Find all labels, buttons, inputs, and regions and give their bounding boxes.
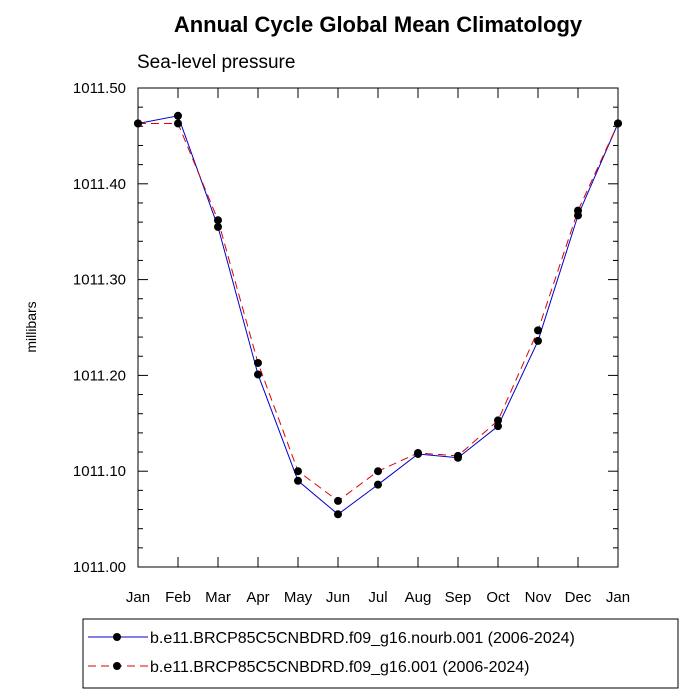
series-2-point [254, 358, 262, 367]
series-1-point [174, 111, 182, 120]
legend-box [82, 618, 679, 689]
y-axis-label: millibars [23, 301, 39, 352]
series-2-point [494, 416, 502, 425]
series-1-point [334, 510, 342, 519]
legend-label-1: b.e11.BRCP85C5CNBDRD.f09_g16.nourb.001 (… [150, 630, 575, 647]
series-1-point [214, 222, 222, 231]
plot-frame [137, 87, 619, 568]
series-2-point [334, 496, 342, 505]
y-tick-label: 1011.20 [73, 367, 126, 384]
series-1-point [374, 480, 382, 489]
x-tick-label: Jan [606, 589, 630, 606]
series-2-point [574, 206, 582, 215]
series-2-point [454, 451, 462, 460]
x-tick-labels: Jan Feb Mar Apr May Jun Jul Aug Sep Oct Nov Dec Jan [126, 589, 630, 606]
series-2-point [614, 119, 622, 128]
y-tick-label: 1011.30 [73, 272, 126, 289]
y-tick-label: 1011.00 [73, 559, 126, 576]
series-2-point [374, 467, 382, 476]
axis-ticks [137, 87, 619, 568]
series-2-point [174, 119, 182, 128]
legend: b.e11.BRCP85C5CNBDRD.f09_g16.nourb.001 (… [88, 630, 575, 676]
x-tick-label: Apr [246, 589, 269, 606]
series-line-1 [137, 115, 619, 515]
chart-subtitle: Sea-level pressure [137, 52, 295, 73]
y-tick-label: 1011.50 [73, 80, 126, 97]
series-group [134, 111, 622, 519]
series-1-point [534, 336, 542, 345]
series-2-point [294, 467, 302, 476]
legend-marker-1 [113, 633, 121, 641]
legend-label-2: b.e11.BRCP85C5CNBDRD.f09_g16.001 (2006-2… [150, 659, 529, 676]
series-2-point [534, 326, 542, 335]
x-tick-label: Feb [165, 589, 191, 606]
y-tick-label: 1011.10 [73, 463, 126, 480]
x-tick-label: Oct [486, 589, 510, 606]
series-line-2 [138, 122, 619, 502]
y-tick-labels: 1011.00 1011.10 1011.20 1011.30 1011.40 1011.… [73, 80, 126, 576]
legend-marker-2 [113, 662, 121, 670]
x-tick-label: Aug [405, 589, 432, 606]
x-tick-label: Mar [205, 589, 231, 606]
series-2-point [214, 216, 222, 225]
x-tick-label: Nov [525, 589, 552, 606]
series-2-point [414, 448, 422, 457]
series-2-point [134, 119, 142, 128]
series-1-point [294, 476, 302, 485]
y-tick-label: 1011.40 [73, 176, 126, 193]
x-tick-label: Jun [326, 589, 350, 606]
x-tick-label: Sep [445, 589, 472, 606]
series-1-point [494, 422, 502, 431]
series-1-point [254, 370, 262, 379]
x-tick-label: Jan [126, 589, 150, 606]
x-tick-label: Jul [368, 589, 387, 606]
x-tick-label: Dec [565, 589, 592, 606]
chart-title: Annual Cycle Global Mean Climatology [174, 12, 583, 37]
x-tick-label: May [284, 589, 313, 606]
